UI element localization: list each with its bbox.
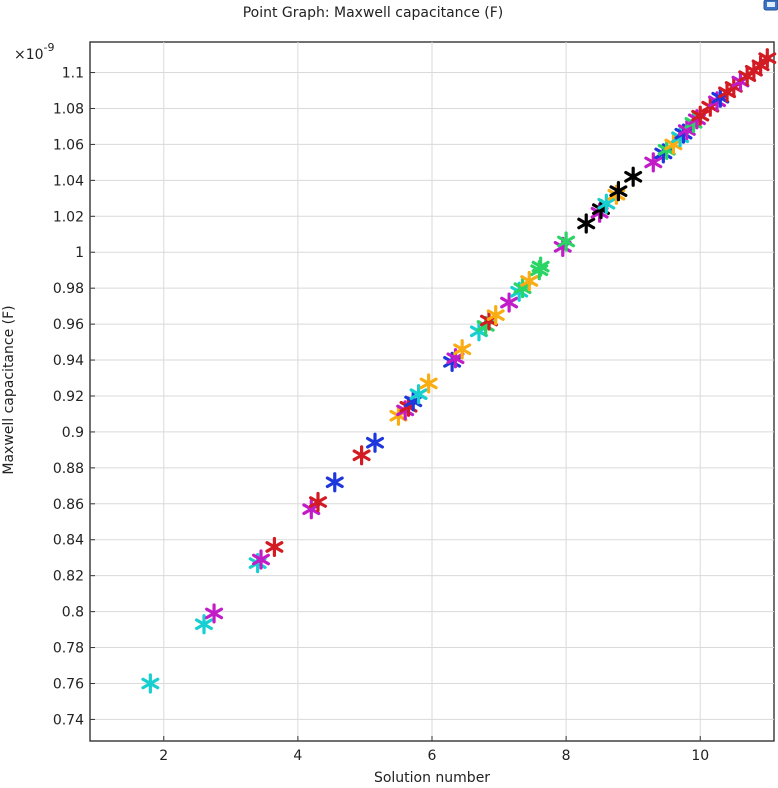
point-stroke	[597, 197, 616, 210]
data-point	[691, 105, 710, 126]
y-tick-label: 0.86	[53, 497, 84, 513]
point-stroke	[513, 282, 532, 295]
data-point	[577, 213, 596, 234]
chart-title: Point Graph: Maxwell capacitance (F)	[243, 5, 504, 21]
data-point	[265, 536, 284, 558]
point-stroke	[141, 677, 160, 690]
point-stroke	[453, 343, 472, 356]
y-tick-label: 0.8	[62, 605, 84, 621]
data-point	[557, 231, 576, 252]
data-point	[531, 256, 550, 277]
data-point	[664, 134, 683, 155]
point-stroke	[419, 377, 438, 390]
data-point	[609, 181, 628, 202]
y-tick-label: 1.08	[53, 101, 84, 117]
point-stroke	[195, 618, 213, 631]
y-tick-label: 1.04	[53, 173, 84, 189]
point-stroke	[624, 170, 643, 183]
x-axis-ticks: 2 4 6 8 10	[159, 736, 709, 764]
point-stroke	[664, 138, 683, 151]
y-axis-ticks: 0.74 0.76 0.78 0.8 0.82 0.84 0.86 0.88 0.9 0.92 0.…	[53, 66, 95, 728]
y-tick-label: 0.84	[53, 533, 84, 549]
y-axis-label: Maxwell capacitance (F)	[1, 305, 17, 474]
point-stroke	[352, 449, 371, 462]
y-tick-label: 0.74	[53, 712, 84, 728]
y-axis-multiplier: ×10-9	[14, 41, 55, 63]
data-point	[419, 373, 438, 394]
y-tick-label: 0.88	[53, 461, 84, 477]
data-point	[644, 152, 663, 173]
grid-lines	[90, 42, 774, 741]
point-stroke	[751, 59, 770, 72]
data-point	[758, 48, 777, 69]
y-tick-label: 0.98	[53, 281, 84, 297]
point-stroke	[366, 436, 384, 449]
x-tick-label: 6	[428, 748, 437, 764]
data-point	[624, 166, 643, 187]
point-stroke	[252, 553, 270, 566]
x-axis-label: Solution number	[374, 770, 490, 786]
point-stroke	[691, 109, 710, 122]
data-point	[597, 193, 616, 214]
point-stroke	[446, 352, 465, 365]
point-stroke	[309, 496, 327, 508]
point-stroke	[609, 185, 628, 197]
y-tick-label: 0.96	[53, 317, 84, 333]
point-stroke	[520, 275, 539, 287]
y-tick-label: 1.1	[62, 66, 84, 82]
data-point	[141, 673, 160, 694]
x-tick-label: 2	[159, 748, 168, 764]
point-stroke	[325, 476, 344, 489]
y-tick-label: 1.06	[53, 137, 84, 153]
point-stroke	[677, 124, 696, 136]
y-tick-label: 0.82	[53, 569, 84, 585]
data-point	[677, 119, 696, 141]
corner-badge-icon[interactable]	[763, 0, 778, 11]
x-tick-label: 4	[293, 748, 302, 764]
point-stroke	[205, 607, 224, 620]
data-point	[453, 339, 472, 360]
y-tick-label: 0.78	[53, 641, 84, 657]
point-stroke	[265, 541, 284, 553]
data-points	[141, 48, 777, 694]
point-stroke	[644, 156, 663, 169]
data-point	[195, 614, 213, 635]
data-point	[513, 278, 532, 299]
data-point	[325, 472, 344, 493]
point-stroke	[409, 388, 428, 401]
x-tick-label: 8	[562, 748, 571, 764]
data-point	[500, 292, 519, 313]
data-point	[302, 499, 321, 520]
data-point	[252, 549, 270, 570]
data-point	[486, 305, 505, 326]
point-stroke	[500, 296, 519, 309]
point-stroke	[486, 309, 505, 321]
y-tick-label: 0.94	[53, 353, 84, 369]
point-stroke	[758, 52, 777, 65]
data-point	[520, 270, 539, 292]
point-stroke	[302, 503, 321, 516]
data-point	[205, 603, 224, 624]
y-tick-label: 0.76	[53, 676, 84, 692]
data-point	[409, 384, 428, 405]
y-tick-label: 0.9	[62, 425, 84, 441]
y-tick-label: 1.02	[53, 209, 84, 225]
point-stroke	[577, 217, 596, 230]
point-stroke	[531, 260, 550, 273]
data-point	[751, 55, 770, 76]
data-point	[309, 491, 327, 513]
point-stroke	[557, 235, 576, 248]
x-tick-label: 10	[691, 748, 709, 764]
data-point	[366, 432, 384, 453]
y-tick-label: 1	[75, 245, 84, 261]
y-tick-label: 0.92	[53, 389, 84, 405]
data-point	[352, 445, 371, 466]
